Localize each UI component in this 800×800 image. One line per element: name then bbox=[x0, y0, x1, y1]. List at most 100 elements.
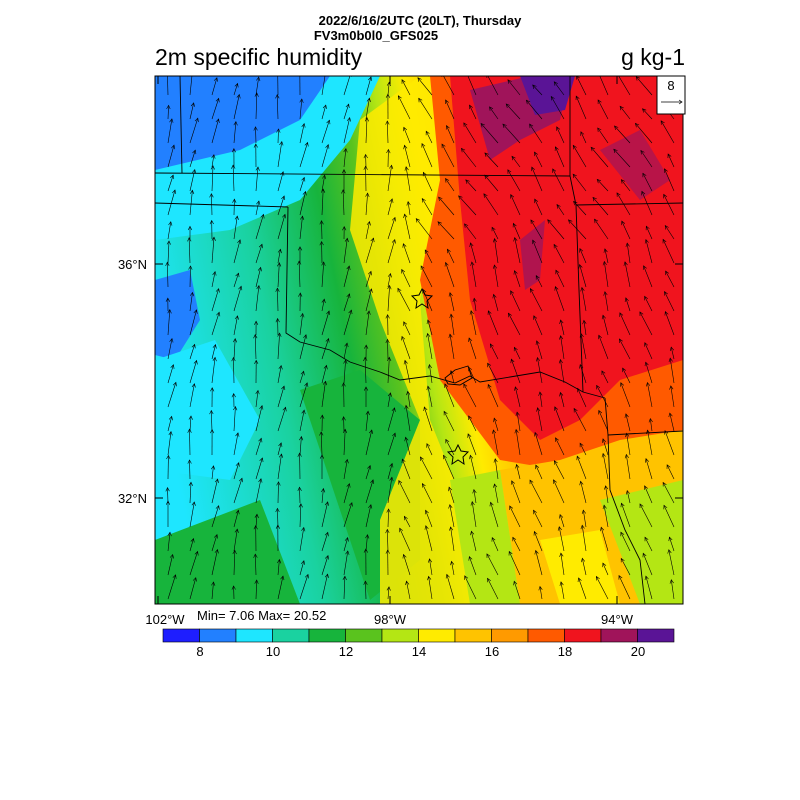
wind-vector bbox=[387, 285, 390, 312]
wind-vector-head bbox=[510, 358, 515, 364]
wind-vector-head bbox=[420, 456, 424, 461]
wind-vector-head bbox=[363, 153, 368, 159]
wind-vector-head bbox=[389, 462, 394, 468]
wind-vector bbox=[556, 204, 565, 216]
wind-vector bbox=[555, 286, 565, 312]
wind-vector bbox=[398, 480, 411, 504]
wind-vector-head bbox=[624, 453, 629, 459]
wind-vector bbox=[189, 551, 198, 576]
wind-vector bbox=[534, 531, 543, 552]
wind-vector bbox=[399, 528, 411, 552]
wind-vector-head bbox=[449, 526, 454, 531]
wind-vector bbox=[626, 243, 631, 264]
wind-vector-head bbox=[450, 560, 455, 566]
wind-vector bbox=[167, 118, 173, 144]
wind-vector-head bbox=[211, 465, 216, 470]
wind-vector bbox=[299, 334, 307, 360]
wind-vector-head bbox=[343, 359, 348, 364]
wind-vector-head bbox=[663, 504, 668, 510]
reference-vector-label: 8 bbox=[667, 78, 674, 93]
wind-vector-head bbox=[597, 127, 602, 132]
wind-vector-head bbox=[507, 79, 512, 84]
wind-vector-head bbox=[168, 415, 173, 421]
wind-vector bbox=[401, 336, 411, 360]
wind-vector-head bbox=[559, 552, 564, 557]
wind-vector bbox=[405, 405, 411, 432]
wind-vector-head bbox=[645, 458, 650, 463]
min-max-stats: Min= 7.06 Max= 20.52 bbox=[197, 608, 327, 623]
wind-vector bbox=[343, 537, 348, 552]
wind-vector-head bbox=[624, 413, 629, 418]
wind-vector-head bbox=[547, 219, 552, 224]
wind-vector bbox=[406, 581, 411, 600]
wind-vector bbox=[343, 148, 347, 168]
wind-vector bbox=[342, 189, 345, 216]
wind-vector bbox=[255, 267, 261, 288]
wind-vector bbox=[189, 360, 197, 384]
wind-vector-head bbox=[554, 146, 559, 151]
wind-vector-head bbox=[346, 117, 351, 122]
wind-vector-head bbox=[342, 226, 347, 231]
wind-vector-head bbox=[341, 416, 346, 421]
wind-vector bbox=[491, 227, 499, 240]
wind-vector-head bbox=[253, 143, 258, 148]
wind-vector bbox=[514, 270, 521, 288]
wind-vector-head bbox=[443, 454, 447, 460]
wind-vector bbox=[321, 105, 327, 120]
wind-vector bbox=[167, 221, 172, 240]
wind-vector bbox=[424, 249, 433, 264]
wind-vector bbox=[427, 333, 433, 360]
wind-vector bbox=[189, 538, 194, 552]
wind-vector-head bbox=[404, 436, 409, 442]
wind-vector-head bbox=[276, 481, 281, 486]
wind-vector-head bbox=[194, 117, 199, 123]
wind-vector-head bbox=[211, 154, 216, 159]
wind-vector bbox=[622, 367, 631, 384]
lon-label: 94°W bbox=[601, 612, 634, 627]
wind-vector bbox=[642, 173, 653, 192]
wind-vector bbox=[471, 261, 477, 288]
wind-vector-head bbox=[444, 261, 449, 267]
wind-vector bbox=[321, 310, 330, 336]
wind-vector-head bbox=[281, 195, 286, 201]
wind-vector bbox=[321, 261, 324, 288]
wind-vector-head bbox=[277, 262, 282, 267]
wind-vector bbox=[321, 220, 323, 240]
wind-vector bbox=[619, 106, 631, 120]
wind-vector-head bbox=[559, 391, 564, 397]
wind-vector-head bbox=[387, 272, 392, 278]
wind-vector-head bbox=[232, 198, 237, 203]
wind-vector-head bbox=[511, 155, 516, 161]
wind-vector bbox=[635, 76, 653, 96]
wind-vector-head bbox=[319, 220, 324, 225]
wind-vector bbox=[427, 319, 433, 336]
wind-vector bbox=[597, 99, 609, 120]
wind-vector-head bbox=[280, 575, 285, 581]
wind-vector bbox=[277, 407, 286, 432]
wind-vector-head bbox=[603, 248, 608, 253]
wind-vector-head bbox=[212, 271, 217, 276]
wind-vector-head bbox=[534, 431, 539, 437]
wind-vector bbox=[443, 411, 455, 432]
wind-vector-head bbox=[558, 358, 563, 364]
wind-vector bbox=[513, 223, 521, 240]
wind-vector bbox=[233, 510, 239, 528]
wind-vector bbox=[663, 505, 675, 528]
wind-vector-head bbox=[348, 502, 353, 507]
wind-vector-head bbox=[559, 513, 564, 519]
wind-vector-head bbox=[427, 558, 433, 563]
wind-vector bbox=[581, 287, 587, 312]
wind-vector bbox=[644, 342, 653, 360]
wind-vector bbox=[665, 311, 675, 336]
wind-vector bbox=[398, 95, 411, 120]
wind-vector-head bbox=[209, 219, 214, 225]
wind-vector bbox=[533, 510, 543, 528]
wind-vector-head bbox=[235, 509, 240, 515]
lon-label: 98°W bbox=[374, 612, 407, 627]
wind-vector bbox=[448, 487, 455, 504]
wind-vector bbox=[556, 126, 565, 144]
wind-vector bbox=[579, 443, 587, 456]
wind-vector-head bbox=[325, 144, 330, 149]
wind-vector bbox=[445, 262, 455, 288]
wind-vector-head bbox=[635, 76, 641, 81]
